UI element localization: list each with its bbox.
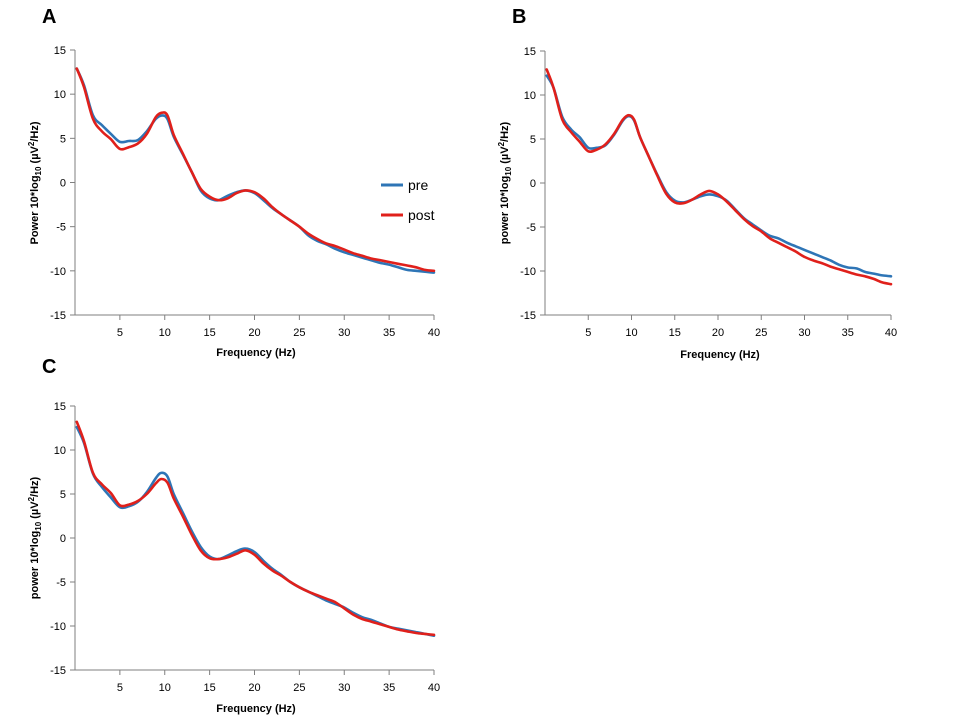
y-tick-label: 0 [60, 533, 66, 545]
y-axis-title-subscript: 10 [504, 166, 513, 175]
x-tick-label: 15 [204, 327, 216, 339]
x-tick-label: 5 [117, 327, 123, 339]
x-tick-label: 40 [428, 327, 440, 339]
x-tick-label: 5 [117, 682, 123, 694]
x-axis-title: Frequency (Hz) [680, 349, 760, 361]
y-tick-label: -5 [526, 222, 536, 234]
x-tick-label: 10 [625, 327, 637, 339]
y-tick-label: 10 [54, 445, 66, 457]
series-line-post [75, 420, 436, 637]
x-tick-label: 25 [293, 327, 305, 339]
y-tick-label: 10 [524, 90, 536, 102]
chart-panel-c: C 15 10 5 0 -5 -10 -15 5 10 15 20 25 30 35 40 Frequency … [27, 356, 440, 715]
x-tick-label: 25 [755, 327, 767, 339]
legend-label-pre: pre [408, 177, 428, 193]
y-tick-label: -15 [50, 665, 66, 677]
y-axis-title-superscript: 2 [497, 141, 506, 146]
x-tick-label: 20 [248, 682, 260, 694]
y-axis-title: power 10*log10 (µV2/Hz) [27, 476, 43, 599]
x-tick-label: 30 [798, 327, 810, 339]
series-line-post [545, 68, 893, 286]
chart-panel-a: A 15 10 5 0 -5 -10 -15 5 10 15 20 25 30 35 40 Frequency … [27, 6, 440, 359]
y-tick-label: -10 [50, 266, 66, 278]
x-axis-title: Frequency (Hz) [216, 347, 296, 359]
y-tick-label: 0 [60, 178, 66, 190]
y-axis-title-part: /Hz) [29, 476, 41, 497]
y-tick-label: 15 [54, 401, 66, 413]
y-axis-title-part: /Hz) [29, 121, 41, 142]
y-axis-title: power 10*log10 (µV2/Hz) [497, 121, 513, 244]
x-tick-label: 15 [669, 327, 681, 339]
legend-label-post: post [408, 207, 435, 223]
y-tick-label: 0 [530, 178, 536, 190]
y-axis-title-part: Power 10*log [29, 175, 41, 244]
panel-letter: A [42, 6, 56, 28]
y-axis-title-part: (µV [29, 501, 41, 522]
x-tick-label: 10 [159, 327, 171, 339]
x-tick-label: 20 [248, 327, 260, 339]
series-line-post [75, 67, 436, 273]
x-tick-label: 5 [585, 327, 591, 339]
y-axis-title-subscript: 10 [34, 521, 43, 530]
x-tick-label: 10 [159, 682, 171, 694]
y-axis-title-part: power 10*log [499, 176, 511, 244]
x-tick-label: 20 [712, 327, 724, 339]
x-tick-label: 30 [338, 682, 350, 694]
y-axis-title: Power 10*log10 (µV2/Hz) [27, 121, 43, 244]
x-axis-title: Frequency (Hz) [216, 703, 296, 715]
y-tick-label: 5 [60, 489, 66, 501]
x-tick-label: 40 [885, 327, 897, 339]
y-tick-label: 5 [60, 133, 66, 145]
x-tick-label: 35 [842, 327, 854, 339]
y-axis-title-subscript: 10 [34, 166, 43, 175]
chart-panel-b: B 15 10 5 0 -5 -10 -15 5 10 15 20 25 30 35 40 Frequency … [497, 6, 897, 361]
y-tick-label: 15 [524, 46, 536, 58]
series-line-pre [75, 67, 436, 274]
y-tick-label: -15 [50, 310, 66, 322]
y-tick-label: -5 [56, 577, 66, 589]
y-axis-title-part: (µV [29, 145, 41, 166]
x-tick-label: 30 [338, 327, 350, 339]
y-tick-label: 10 [54, 89, 66, 101]
x-tick-label: 35 [383, 682, 395, 694]
series-line-pre [75, 425, 436, 637]
y-axis-title-part: /Hz) [499, 121, 511, 142]
y-tick-label: 15 [54, 45, 66, 57]
x-tick-label: 40 [428, 682, 440, 694]
x-tick-label: 25 [293, 682, 305, 694]
panel-letter: C [42, 356, 56, 378]
series-line-pre [545, 74, 893, 278]
y-tick-label: -10 [520, 266, 536, 278]
panel-letter: B [512, 6, 526, 28]
x-tick-label: 35 [383, 327, 395, 339]
y-axis-title-part: (µV [499, 146, 511, 167]
y-tick-label: -15 [520, 310, 536, 322]
x-tick-label: 15 [204, 682, 216, 694]
y-axis-title-part: power 10*log [29, 531, 41, 599]
y-tick-label: -5 [56, 222, 66, 234]
y-axis-title-superscript: 2 [27, 141, 36, 146]
y-tick-label: -10 [50, 621, 66, 633]
y-tick-label: 5 [530, 134, 536, 146]
y-axis-title-superscript: 2 [27, 496, 36, 501]
